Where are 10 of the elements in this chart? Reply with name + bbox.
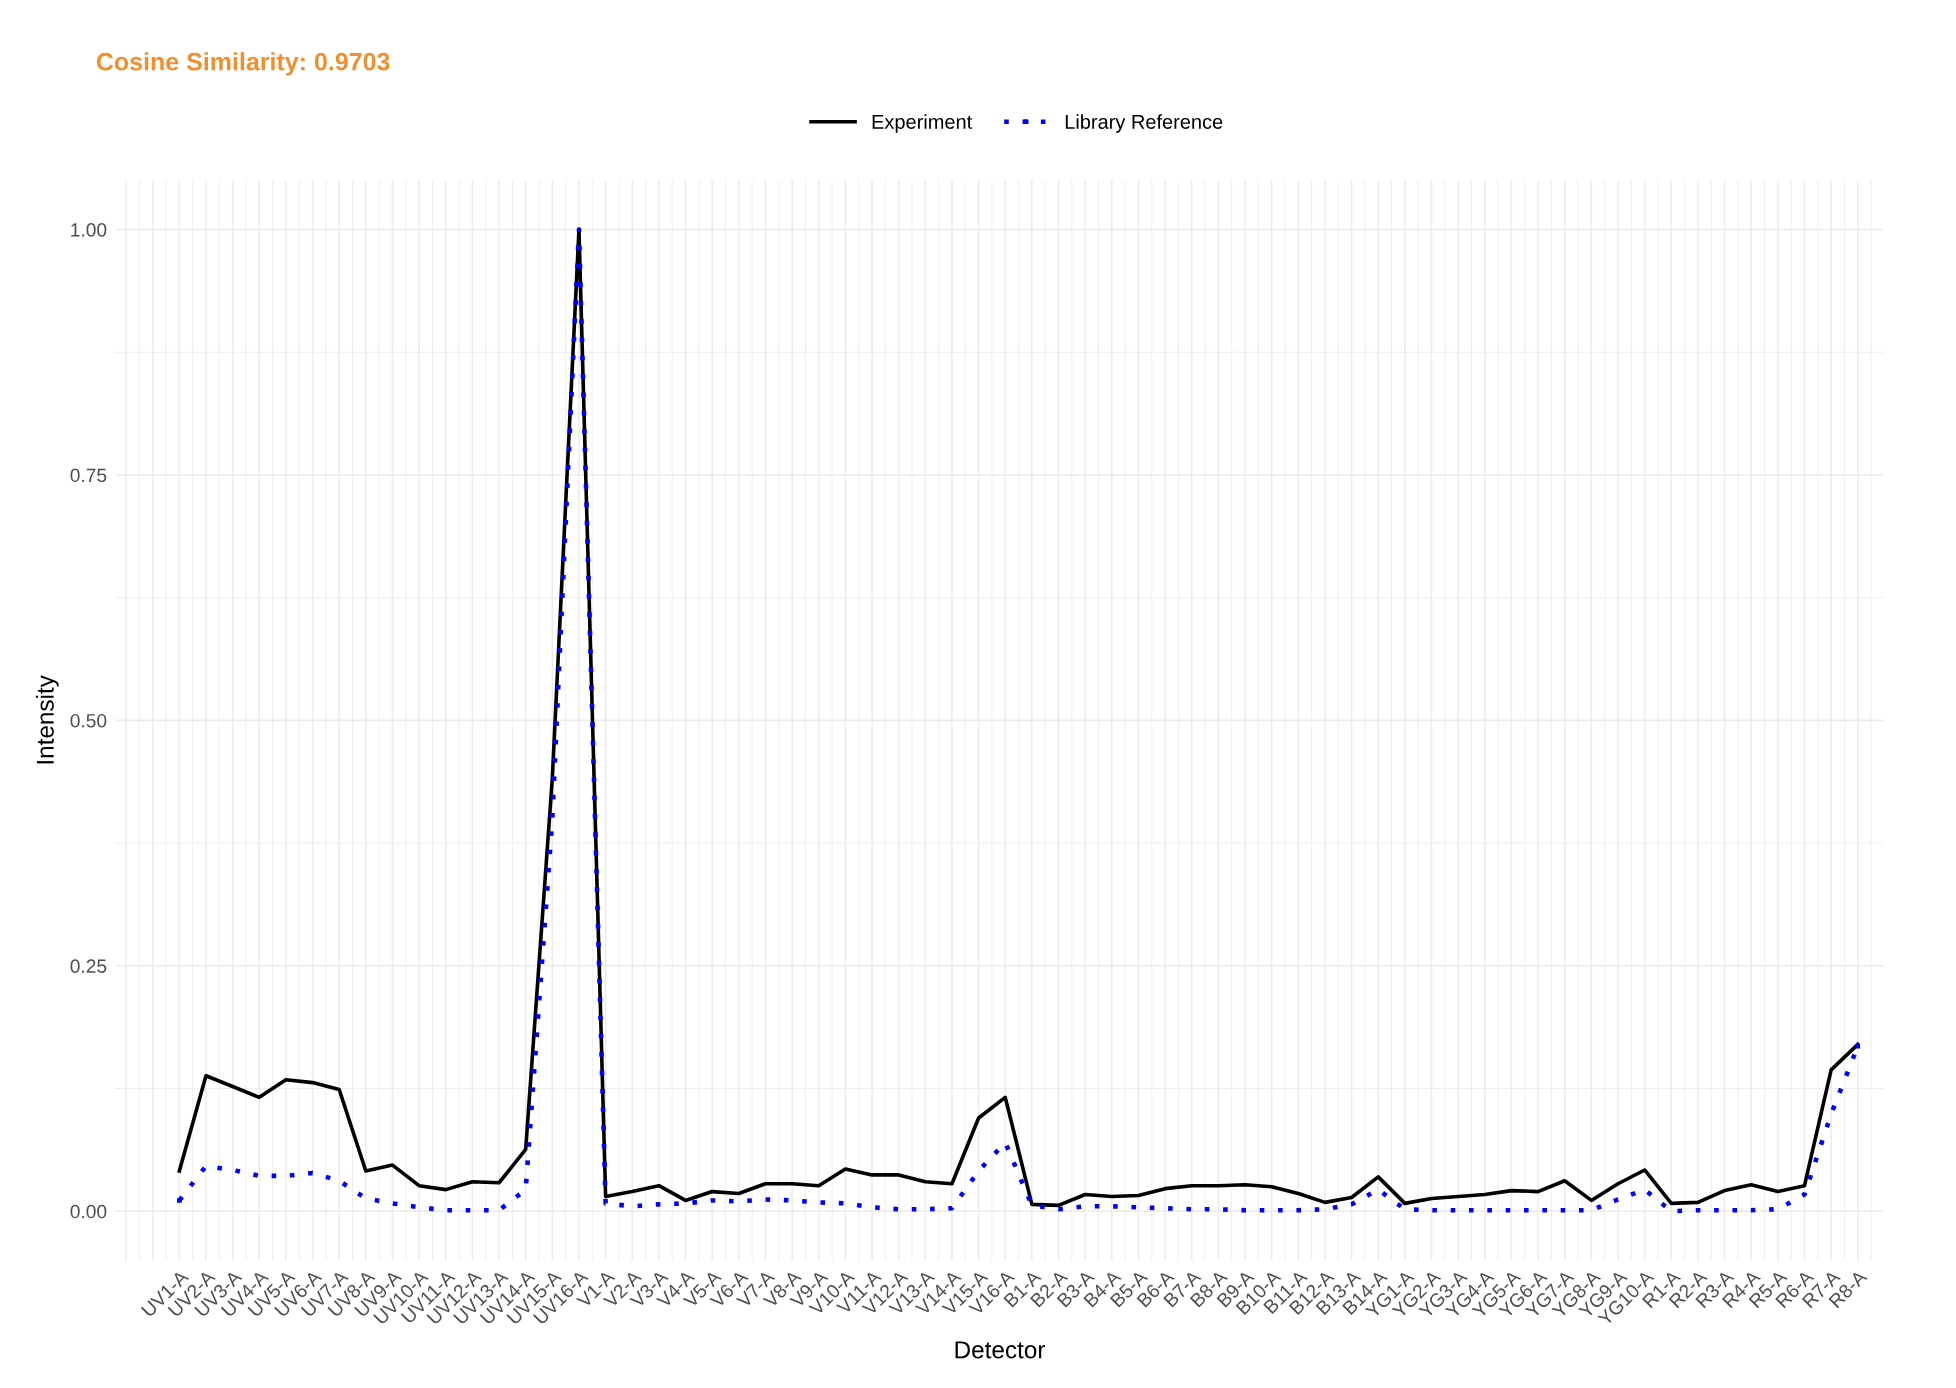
y-tick-label: 1.00 <box>71 223 107 237</box>
y-tick-label: 0.50 <box>70 713 107 728</box>
y-tick-label: 0.00 <box>70 1204 107 1219</box>
legend-label: Library Reference <box>1065 114 1223 133</box>
x-axis-title: Detector <box>955 1341 1046 1359</box>
y-tick-label: 0.25 <box>70 959 107 973</box>
legend-label: Experiment <box>872 114 973 133</box>
chart-subtitle: Cosine Similarity: 0.9703 <box>96 52 390 76</box>
y-axis-title: Intensity <box>36 675 59 764</box>
y-tick-label: 0.75 <box>70 468 107 483</box>
